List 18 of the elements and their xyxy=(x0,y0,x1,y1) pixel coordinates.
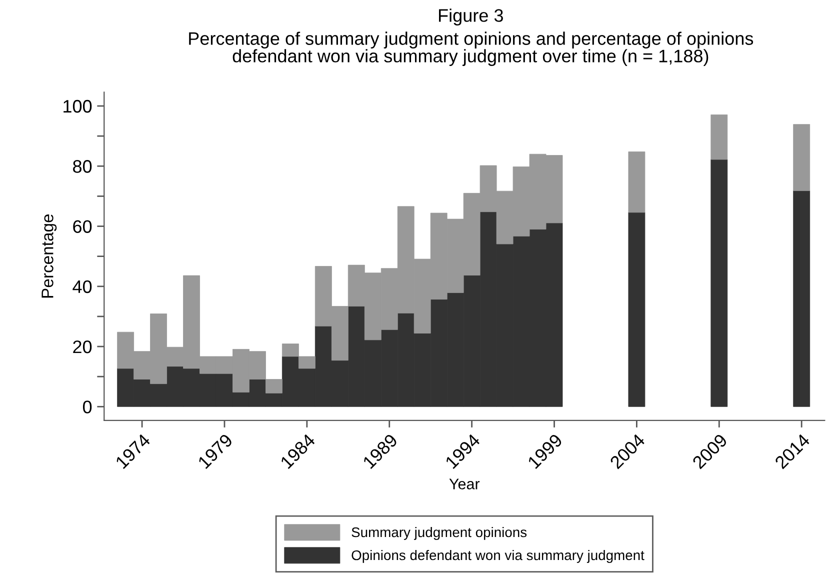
chart-subtitle: Percentage of summary judgment opinions and percentage of opinions defendant won via summary judgment over time (n = 1,188) xyxy=(189,32,754,66)
y-tick-label: 100 xyxy=(64,100,92,113)
bar xyxy=(628,151,646,213)
bar xyxy=(793,124,810,191)
legend-label: Opinions defendant won via summary judgment xyxy=(352,550,644,563)
chart-title: Figure 3 xyxy=(439,8,503,26)
y-tick-label: 80 xyxy=(73,160,92,173)
y-tick-label: 40 xyxy=(72,280,92,294)
y-axis-title: Percentage xyxy=(42,214,57,298)
y-tick-label: 20 xyxy=(73,340,92,354)
y-tick-label: 60 xyxy=(73,220,92,233)
y-tick-label: 0 xyxy=(82,400,92,414)
bar xyxy=(710,159,728,407)
legend-label: Summary judgment opinions xyxy=(352,526,527,540)
bar xyxy=(628,212,646,407)
x-axis-title: Year xyxy=(449,478,480,490)
bar xyxy=(793,190,810,407)
bar xyxy=(710,114,728,160)
